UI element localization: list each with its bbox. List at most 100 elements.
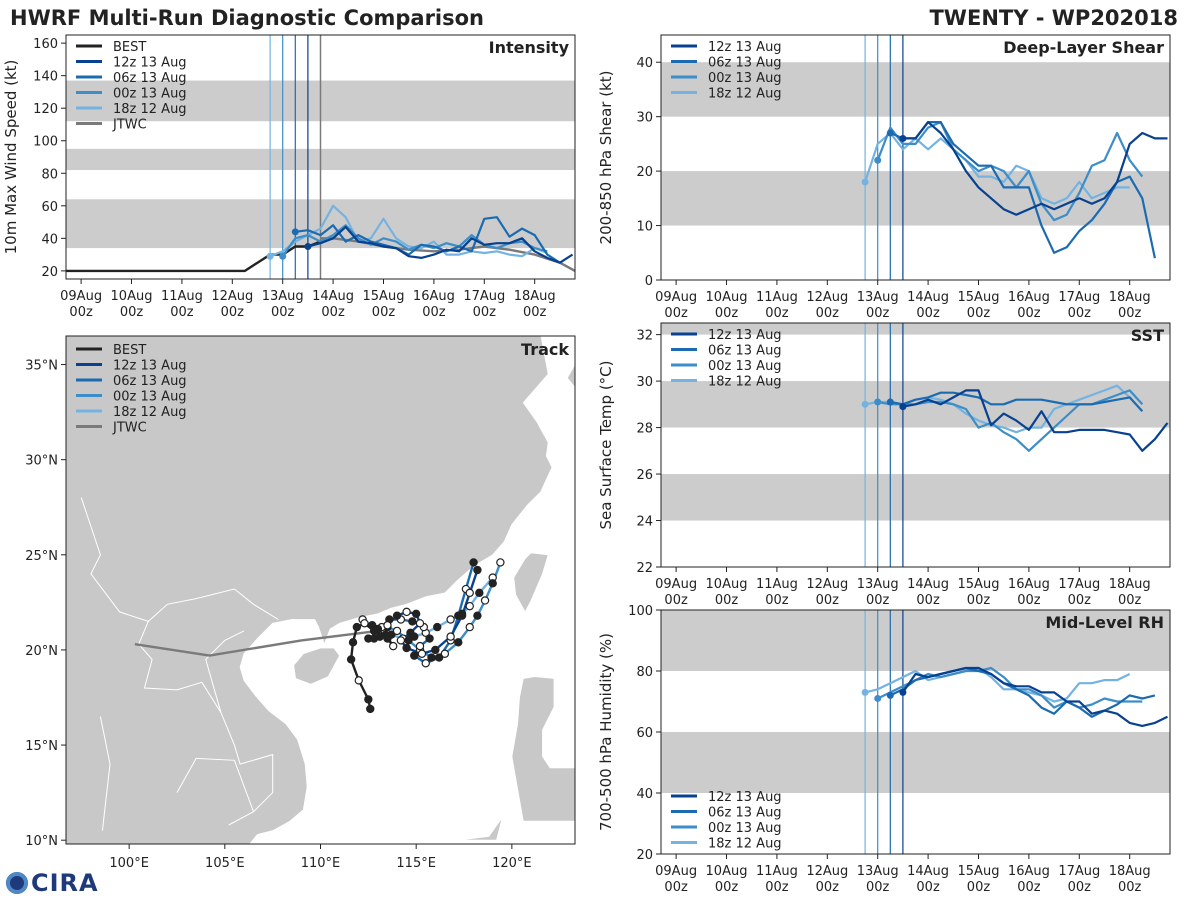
y-axis-label: 200-850 hPa Shear (kt) (597, 71, 615, 245)
init-point-18z-12-aug (266, 252, 274, 260)
track-point-best (366, 704, 375, 714)
x-tick-label: 17Aug 00z (463, 289, 505, 320)
x-tick-label: 115°E (396, 856, 436, 871)
shaded-band (661, 610, 1170, 671)
track-point-best (364, 695, 373, 704)
x-tick-label: 15Aug 00z (958, 577, 1000, 608)
y-axis-label: Sea Surface Temp (°C) (597, 360, 615, 529)
x-tick-label: 15Aug 00z (363, 289, 405, 320)
legend-label: 18z 12 Aug (113, 102, 187, 117)
y-tick-label: 20 (41, 265, 58, 280)
track-point-00z-13-aug (488, 579, 497, 588)
series-line-12z-13-aug (307, 225, 574, 264)
legend-label: 06z 13 Aug (113, 71, 187, 86)
track-point-06z-13-aug (415, 641, 425, 651)
y-tick-label: 100 (33, 135, 58, 150)
init-point-00z-13-aug (279, 252, 287, 260)
y-tick-label: 160 (33, 37, 58, 52)
init-point-12z-13-aug (899, 403, 907, 411)
x-tick-label: 16Aug 00z (413, 289, 455, 320)
y-tick-label: 10°N (25, 834, 58, 849)
y-tick-label: 20 (636, 848, 653, 863)
track-point-12z-13-aug (406, 628, 415, 638)
x-tick-label: 120°E (492, 856, 532, 871)
panel-track: 100°E 105°E 110°E 115°E 120°E 10°N 15°N 20°N 25°… (25, 335, 576, 871)
x-tick-label: 11Aug 00z (756, 864, 798, 895)
panel-intensity: 20 40 60 80 100 120 140 160 09Aug 00z 10Aug 00z 11Au… (2, 34, 576, 320)
y-tick-label: 30 (636, 111, 653, 126)
vietnam-border (205, 630, 245, 713)
series-line-12z-13-aug (902, 120, 1168, 216)
legend-label: 18z 12 Aug (708, 375, 782, 390)
x-tick-label: 12Aug 00z (806, 577, 848, 608)
x-tick-label: 105°E (205, 856, 245, 871)
legend-label: 00z 13 Aug (708, 71, 782, 86)
legend-label: 06z 13 Aug (708, 806, 782, 821)
china-border (80, 497, 279, 622)
init-point-12z-13-aug (304, 242, 312, 250)
y-tick-label: 24 (636, 515, 653, 530)
track-point-18z-12-aug (475, 588, 484, 598)
legend-label: BEST (113, 343, 146, 358)
track-point-00z-13-aug (496, 558, 505, 567)
legend-label: 06z 13 Aug (708, 344, 782, 359)
cambodia-border (176, 757, 254, 812)
x-tick-label: 13Aug 00z (262, 289, 304, 320)
shaded-band (661, 323, 1170, 335)
track-point-12z-13-aug (402, 607, 411, 617)
palawan-island (458, 817, 503, 841)
track-point-12z-13-aug (446, 632, 455, 641)
track-point-best (360, 619, 369, 628)
y-tick-label: 25°N (25, 549, 58, 564)
series-line-18z-12-aug (269, 204, 548, 258)
legend-label: 18z 12 Aug (708, 837, 782, 852)
shaded-band (661, 62, 1170, 117)
y-tick-label: 40 (636, 56, 653, 71)
x-tick-label: 10Aug 00z (706, 864, 748, 895)
legend-label: 12z 13 Aug (708, 790, 782, 805)
x-tick-label: 11Aug 00z (756, 577, 798, 608)
plot-frame (660, 34, 1171, 281)
y-tick-label: 32 (636, 329, 653, 344)
init-point-06z-13-aug (291, 228, 299, 236)
series-line-18z-12-aug (864, 666, 1131, 703)
init-point-00z-13-aug (874, 398, 882, 406)
track-point-00z-13-aug (473, 611, 482, 620)
y-tick-label: 100 (628, 604, 653, 619)
x-tick-label: 14Aug 00z (907, 577, 949, 608)
hainan-island (293, 647, 341, 685)
track-point-06z-13-aug (434, 653, 444, 662)
init-point-18z-12-aug (861, 400, 869, 408)
shaded-band (661, 732, 1170, 793)
cira-logo-text: CIRA (31, 869, 99, 897)
y-tick-label: 30 (636, 375, 653, 390)
y-tick-label: 26 (636, 468, 653, 483)
legend-label: 12z 13 Aug (708, 328, 782, 343)
cira-logo: CIRA (6, 868, 99, 898)
track-point-12z-13-aug (431, 645, 440, 655)
init-point-12z-13-aug (899, 134, 907, 142)
x-tick-label: 15Aug 00z (958, 864, 1000, 895)
x-tick-label: 11Aug 00z (756, 290, 798, 321)
taiwan-island (513, 552, 549, 613)
legend-label: 06z 13 Aug (708, 56, 782, 71)
y-tick-label: 30°N (25, 454, 58, 469)
track-point-12z-13-aug (383, 620, 392, 630)
track-point-00z-13-aug (465, 622, 474, 632)
y-tick-label: 35°N (25, 359, 58, 374)
legend-label: 12z 13 Aug (113, 359, 187, 374)
legend-label: 00z 13 Aug (113, 87, 187, 102)
init-point-00z-13-aug (874, 156, 882, 164)
x-tick-label: 14Aug 00z (907, 290, 949, 321)
track-point-12z-13-aug (473, 565, 482, 575)
track-point-best (389, 641, 398, 651)
shaded-band (661, 474, 1170, 521)
legend-label: 12z 13 Aug (113, 56, 187, 71)
figure-title: HWRF Multi-Run Diagnostic Comparison (10, 6, 485, 30)
x-tick-label: 17Aug 00z (1058, 864, 1100, 895)
track-point-00z-13-aug (440, 649, 450, 658)
series-line-06z-13-aug (889, 120, 1156, 259)
x-tick-label: 14Aug 00z (907, 864, 949, 895)
track-point-06z-13-aug (410, 651, 419, 660)
x-tick-label: 10Aug 00z (706, 577, 748, 608)
